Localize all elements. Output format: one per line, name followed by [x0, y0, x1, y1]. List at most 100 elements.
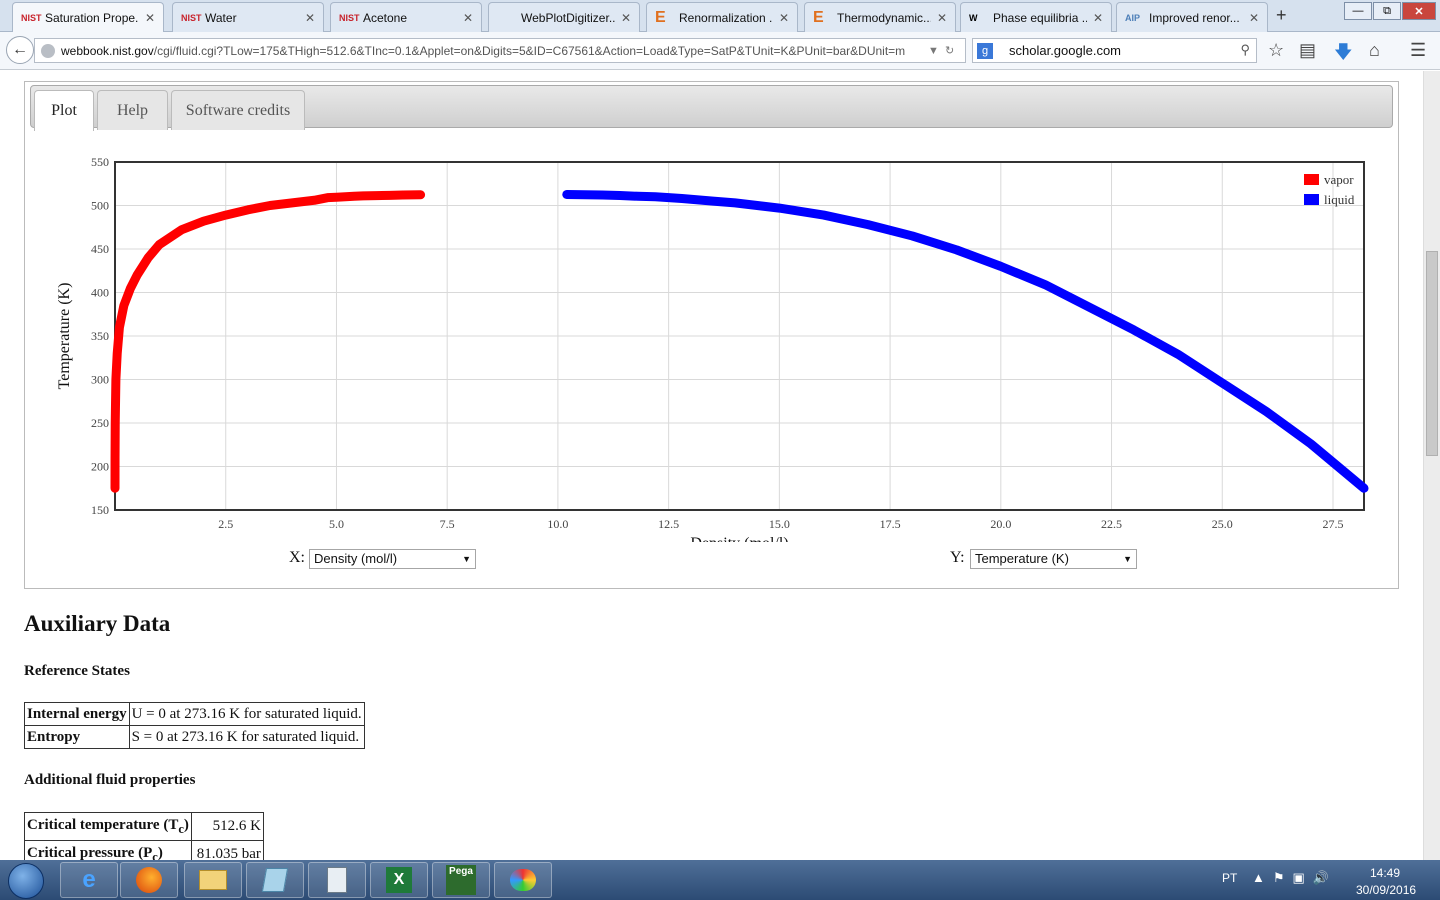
close-tab-icon[interactable]: ✕: [778, 10, 789, 25]
tab-plot[interactable]: Plot: [34, 90, 94, 131]
data-point-vapor: [111, 453, 120, 462]
data-point-liquid: [731, 198, 740, 207]
legend-label-liquid: liquid: [1324, 192, 1355, 207]
system-tray-icons[interactable]: ▲⚑▣🔊: [1252, 870, 1337, 885]
tab-label: Acetone: [363, 10, 408, 25]
data-point-vapor: [144, 253, 153, 262]
y-select-label: Y:: [950, 549, 965, 566]
close-tab-icon[interactable]: ✕: [462, 10, 473, 25]
y-tick-label: 500: [91, 199, 109, 213]
calculator-icon[interactable]: [308, 862, 366, 898]
data-point-vapor: [243, 205, 252, 214]
property-name: Critical temperature (T: [27, 816, 179, 833]
pega-pontos-icon[interactable]: Pega: [432, 862, 490, 898]
reload-icon[interactable]: ▼ ↻: [928, 45, 955, 57]
search-text: scholar.google.com: [1009, 43, 1122, 58]
browser-tab[interactable]: NIST Water ✕: [172, 2, 324, 32]
data-point-vapor: [111, 375, 120, 384]
close-tab-icon[interactable]: ✕: [936, 10, 947, 25]
language-indicator[interactable]: PT: [1222, 871, 1238, 885]
x-tick-label: 22.5: [1101, 517, 1122, 531]
x-tick-label: 15.0: [769, 517, 790, 531]
x-tick-label: 17.5: [880, 517, 901, 531]
restore-button[interactable]: ⧉: [1373, 2, 1401, 20]
table-row: Critical temperature (Tc) 512.6 K: [24, 812, 264, 841]
scrollbar-thumb[interactable]: [1426, 251, 1438, 456]
new-tab-button[interactable]: +: [1276, 5, 1287, 25]
search-bar[interactable]: g scholar.google.com ⚲: [972, 38, 1257, 63]
close-tab-icon[interactable]: ✕: [144, 11, 155, 25]
y-tick-label: 150: [91, 503, 109, 517]
browser-tab[interactable]: AIP Improved renor... ✕: [1116, 2, 1268, 32]
url-bar[interactable]: webbook.nist.gov/cgi/fluid.cgi?TLow=175&…: [34, 38, 966, 63]
data-point-liquid: [1041, 280, 1050, 289]
search-icon[interactable]: ⚲: [1240, 42, 1250, 57]
tab-software-credits[interactable]: Software credits: [171, 90, 305, 130]
data-point-liquid: [677, 194, 686, 203]
x-tick-label: 20.0: [990, 517, 1011, 531]
data-point-vapor: [177, 225, 186, 234]
close-tab-icon[interactable]: ✕: [1248, 10, 1259, 25]
pega-pontos-label: Pega: [446, 865, 476, 895]
close-window-button[interactable]: ✕: [1402, 2, 1436, 20]
y-axis-select[interactable]: Temperature (K) ▼: [970, 549, 1137, 569]
close-tab-icon[interactable]: ✕: [304, 10, 315, 25]
table-cell: Entropy: [24, 725, 130, 749]
clock-time[interactable]: 14:49: [1370, 866, 1401, 880]
download-icon[interactable]: 🡇: [1334, 42, 1353, 62]
browser-tab[interactable]: NIST Acetone ✕: [330, 2, 482, 32]
url-path: /cgi/fluid.cgi?TLow=175&THigh=512.6&TInc…: [153, 43, 906, 58]
minimize-button[interactable]: —: [1344, 2, 1372, 20]
close-tab-icon[interactable]: ✕: [1092, 10, 1103, 25]
data-point-vapor: [126, 284, 135, 293]
back-button[interactable]: ←: [6, 36, 34, 64]
notepad-icon[interactable]: [246, 862, 304, 898]
auxiliary-data-heading: Auxiliary Data: [24, 611, 171, 636]
internet-explorer-icon[interactable]: e: [60, 862, 118, 898]
back-arrow-icon: ←: [12, 41, 28, 58]
favicon-icon: E: [655, 8, 666, 26]
favicon-icon: NIST: [181, 12, 202, 23]
tab-label: Water: [205, 10, 237, 25]
clock-date[interactable]: 30/09/2016: [1356, 883, 1417, 897]
plot-tab-bar: Plot Help Software credits: [30, 85, 1393, 131]
data-point-liquid: [598, 191, 607, 200]
excel-icon[interactable]: X: [370, 862, 428, 898]
browser-tab[interactable]: WebPlotDigitizer... ✕: [488, 2, 640, 32]
data-point-liquid: [633, 192, 642, 201]
data-point-vapor: [199, 217, 208, 226]
menu-icon[interactable]: ☰: [1410, 40, 1427, 60]
tab-label: Renormalization ...: [679, 10, 773, 25]
page-scrollbar[interactable]: [1423, 71, 1440, 860]
reading-list-icon[interactable]: ▤: [1299, 40, 1317, 60]
data-point-liquid: [1173, 350, 1182, 359]
navigation-bar: ← webbook.nist.gov/cgi/fluid.cgi?TLow=17…: [0, 32, 1440, 70]
data-point-vapor: [341, 192, 350, 201]
file-explorer-icon[interactable]: [184, 862, 242, 898]
home-icon[interactable]: ⌂: [1369, 40, 1380, 60]
x-axis-select-value: Density (mol/l): [314, 551, 398, 566]
data-point-vapor: [111, 419, 120, 427]
paint-icon[interactable]: [494, 862, 552, 898]
browser-tab[interactable]: W Phase equilibria ... ✕: [960, 2, 1112, 32]
chevron-down-icon: ▼: [1123, 554, 1132, 564]
browser-tab[interactable]: E Renormalization ... ✕: [646, 2, 798, 32]
table-cell: Critical temperature (Tc): [24, 812, 192, 841]
x-tick-label: 7.5: [440, 517, 455, 531]
firefox-icon[interactable]: [120, 862, 178, 898]
x-tick-label: 25.0: [1212, 517, 1233, 531]
tab-help[interactable]: Help: [97, 90, 168, 130]
y-tick-label: 350: [91, 329, 109, 343]
start-button[interactable]: [8, 863, 44, 899]
data-point-vapor: [323, 193, 332, 202]
browser-tab[interactable]: NIST Saturation Prope... ✕: [12, 2, 164, 33]
x-axis-select[interactable]: Density (mol/l) ▼: [309, 549, 476, 569]
x-tick-label: 10.0: [547, 517, 568, 531]
legend-swatch-liquid: [1304, 194, 1319, 205]
legend-label-vapor: vapor: [1324, 172, 1354, 187]
data-point-vapor: [359, 191, 368, 200]
tab-label: Phase equilibria ...: [993, 10, 1087, 25]
close-tab-icon[interactable]: ✕: [620, 10, 631, 25]
star-icon[interactable]: ☆: [1268, 40, 1285, 60]
browser-tab[interactable]: E Thermodynamic... ✕: [804, 2, 956, 32]
